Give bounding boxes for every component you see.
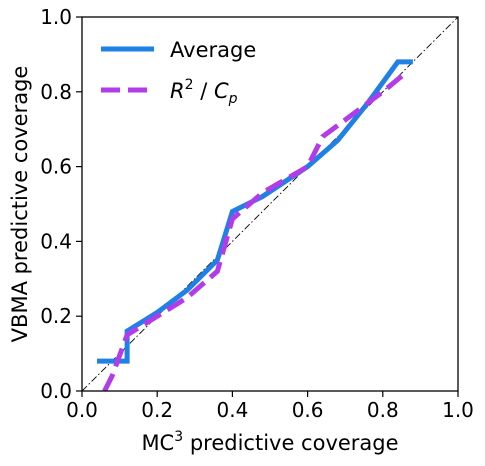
legend-r2-cp-label: R2 / Cp [170,77,238,107]
legend-average-label: Average [170,38,256,62]
y-tick-label: 0.2 [40,304,72,328]
legend: Average R2 / Cp [101,38,256,107]
y-tick-label: 0.6 [40,155,72,179]
y-tick-label: 0.0 [40,379,72,403]
series-r2-cp-line [102,71,407,391]
x-tick-label: 0.4 [216,398,248,422]
y-axis-label: VBMA predictive coverage [8,66,32,343]
x-tick-label: 0.8 [367,398,399,422]
x-tick-label: 0.2 [141,398,173,422]
y-tick-label: 0.8 [40,80,72,104]
x-tick-label: 0.6 [292,398,324,422]
x-tick-label: 1.0 [442,398,474,422]
reference-layer [82,17,458,391]
series-layer [97,59,413,391]
axis-labels-layer: MC3 predictive coverage VBMA predictive c… [8,66,399,455]
series-average-line [97,59,413,364]
y-tick-label: 1.0 [40,5,72,29]
x-tick-label: 0.0 [66,398,98,422]
reference-diagonal-line [82,17,458,391]
plot-frame [81,16,459,392]
ticks-layer: 0.0 0.2 0.4 0.6 0.8 1.0 0.0 0.2 0.4 0.6 0.8 1.0 [40,5,474,422]
plot-frame-layer [81,16,459,392]
x-axis-label: MC3 predictive coverage [141,429,398,455]
y-tick-label: 0.4 [40,229,72,253]
